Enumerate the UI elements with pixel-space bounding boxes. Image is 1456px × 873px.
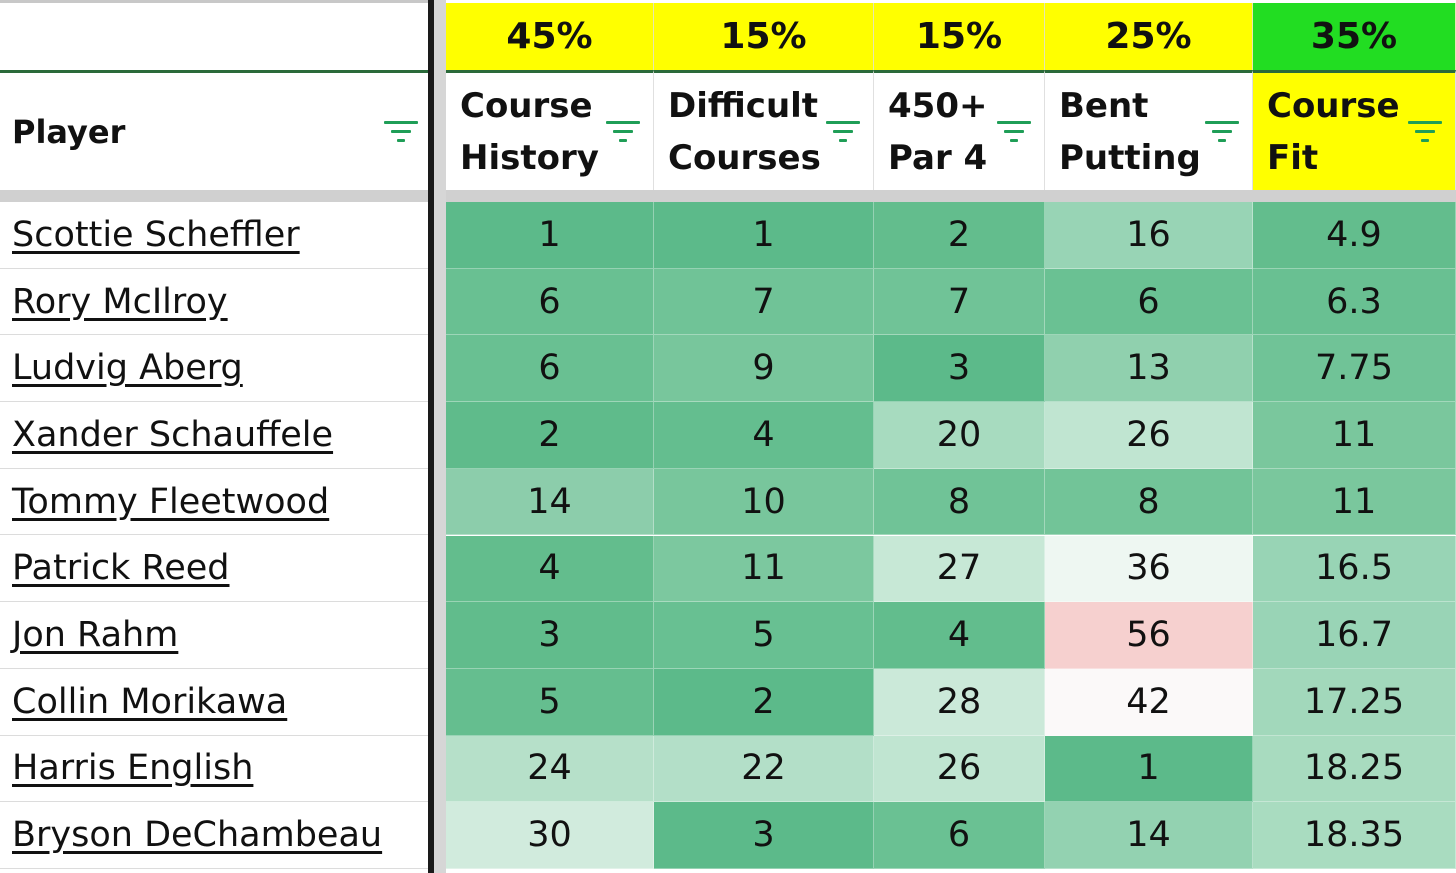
data-cell[interactable]: 4.9 bbox=[1253, 202, 1456, 269]
weight-cell: 25% bbox=[1045, 3, 1253, 70]
data-cell[interactable]: 17.25 bbox=[1253, 668, 1456, 736]
player-name-link[interactable]: Collin Morikawa bbox=[0, 669, 428, 736]
column-header[interactable]: Difficult Courses bbox=[654, 70, 874, 190]
filter-icon[interactable] bbox=[1205, 121, 1239, 145]
player-name-link[interactable]: Xander Schauffele bbox=[0, 402, 428, 469]
column-header[interactable]: 450+ Par 4 bbox=[874, 70, 1045, 190]
player-name-link[interactable]: Bryson DeChambeau bbox=[0, 802, 428, 869]
data-cell[interactable]: 7 bbox=[654, 268, 874, 336]
data-cell[interactable]: 36 bbox=[1045, 535, 1253, 603]
column-header-label: Course History bbox=[460, 85, 599, 178]
data-cell[interactable]: 5 bbox=[654, 602, 874, 669]
data-cell[interactable]: 6 bbox=[1045, 268, 1253, 336]
data-cell[interactable]: 6 bbox=[874, 802, 1045, 869]
data-cell[interactable]: 42 bbox=[1045, 668, 1253, 736]
data-cell[interactable]: 3 bbox=[874, 335, 1045, 403]
data-cell[interactable]: 30 bbox=[446, 802, 654, 869]
player-name-link[interactable]: Scottie Scheffler bbox=[0, 202, 428, 269]
data-cell[interactable]: 6 bbox=[446, 335, 654, 403]
column-header-label: Course Fit bbox=[1267, 85, 1400, 178]
data-cell[interactable]: 16.5 bbox=[1253, 535, 1456, 603]
column-header[interactable]: Course Fit bbox=[1253, 70, 1456, 190]
data-cell[interactable]: 27 bbox=[874, 535, 1045, 603]
data-cell[interactable]: 5 bbox=[446, 668, 654, 736]
data-cell[interactable]: 10 bbox=[654, 468, 874, 536]
data-cell[interactable]: 1 bbox=[1045, 735, 1253, 803]
filter-icon[interactable] bbox=[1408, 121, 1442, 145]
weight-cell: 45% bbox=[446, 3, 654, 70]
weight-cell: 15% bbox=[654, 3, 874, 70]
filter-icon[interactable] bbox=[384, 121, 418, 145]
data-cell[interactable]: 22 bbox=[654, 735, 874, 803]
data-cell[interactable]: 16 bbox=[1045, 202, 1253, 269]
data-cell[interactable]: 14 bbox=[1045, 802, 1253, 869]
data-cell[interactable]: 8 bbox=[1045, 468, 1253, 536]
player-name-link[interactable]: Jon Rahm bbox=[0, 602, 428, 669]
frozen-pane-divider bbox=[428, 0, 434, 873]
player-name-link[interactable]: Tommy Fleetwood bbox=[0, 469, 428, 536]
weight-cell: 35% bbox=[1253, 3, 1456, 70]
data-cell[interactable]: 13 bbox=[1045, 335, 1253, 403]
data-cell[interactable]: 24 bbox=[446, 735, 654, 803]
column-header-label: Difficult Courses bbox=[668, 85, 821, 178]
data-cell[interactable]: 9 bbox=[654, 335, 874, 403]
column-gutter bbox=[434, 0, 446, 873]
player-name-link[interactable]: Ludvig Aberg bbox=[0, 335, 428, 403]
data-cell[interactable]: 6 bbox=[446, 268, 654, 336]
player-name-link[interactable]: Harris English bbox=[0, 736, 428, 803]
top-left-corner bbox=[0, 0, 428, 73]
player-header-label: Player bbox=[12, 112, 126, 151]
filter-icon[interactable] bbox=[606, 121, 640, 145]
header-separator bbox=[0, 190, 1456, 202]
data-cell[interactable]: 2 bbox=[446, 402, 654, 469]
data-cell[interactable]: 16.7 bbox=[1253, 602, 1456, 669]
column-header-label: 450+ Par 4 bbox=[888, 85, 988, 178]
data-cell[interactable]: 2 bbox=[874, 202, 1045, 269]
data-cell[interactable]: 1 bbox=[446, 202, 654, 269]
data-cell[interactable]: 2 bbox=[654, 668, 874, 736]
data-cell[interactable]: 6.3 bbox=[1253, 268, 1456, 336]
weight-cell: 15% bbox=[874, 3, 1045, 70]
data-cell[interactable]: 26 bbox=[874, 735, 1045, 803]
data-cell[interactable]: 4 bbox=[446, 535, 654, 603]
data-cell[interactable]: 11 bbox=[654, 535, 874, 603]
data-cell[interactable]: 11 bbox=[1253, 402, 1456, 469]
data-cell[interactable]: 26 bbox=[1045, 402, 1253, 469]
data-cell[interactable]: 28 bbox=[874, 668, 1045, 736]
filter-icon[interactable] bbox=[997, 121, 1031, 145]
data-cell[interactable]: 1 bbox=[654, 202, 874, 269]
data-cell[interactable]: 3 bbox=[654, 802, 874, 869]
data-cell[interactable]: 18.35 bbox=[1253, 802, 1456, 869]
filter-icon[interactable] bbox=[826, 121, 860, 145]
data-cell[interactable]: 11 bbox=[1253, 468, 1456, 536]
data-cell[interactable]: 4 bbox=[654, 402, 874, 469]
data-cell[interactable]: 3 bbox=[446, 602, 654, 669]
data-cell[interactable]: 20 bbox=[874, 402, 1045, 469]
data-cell[interactable]: 56 bbox=[1045, 602, 1253, 669]
data-cell[interactable]: 7 bbox=[874, 268, 1045, 336]
player-name-link[interactable]: Patrick Reed bbox=[0, 536, 428, 603]
data-cell[interactable]: 8 bbox=[874, 468, 1045, 536]
player-column-header[interactable]: Player bbox=[0, 70, 428, 190]
data-cell[interactable]: 18.25 bbox=[1253, 735, 1456, 803]
player-name-link[interactable]: Rory McIlroy bbox=[0, 269, 428, 336]
data-cell[interactable]: 14 bbox=[446, 468, 654, 536]
column-header[interactable]: Bent Putting bbox=[1045, 70, 1253, 190]
column-header[interactable]: Course History bbox=[446, 70, 654, 190]
data-cell[interactable]: 4 bbox=[874, 602, 1045, 669]
data-cell[interactable]: 7.75 bbox=[1253, 335, 1456, 403]
column-header-label: Bent Putting bbox=[1059, 85, 1201, 178]
